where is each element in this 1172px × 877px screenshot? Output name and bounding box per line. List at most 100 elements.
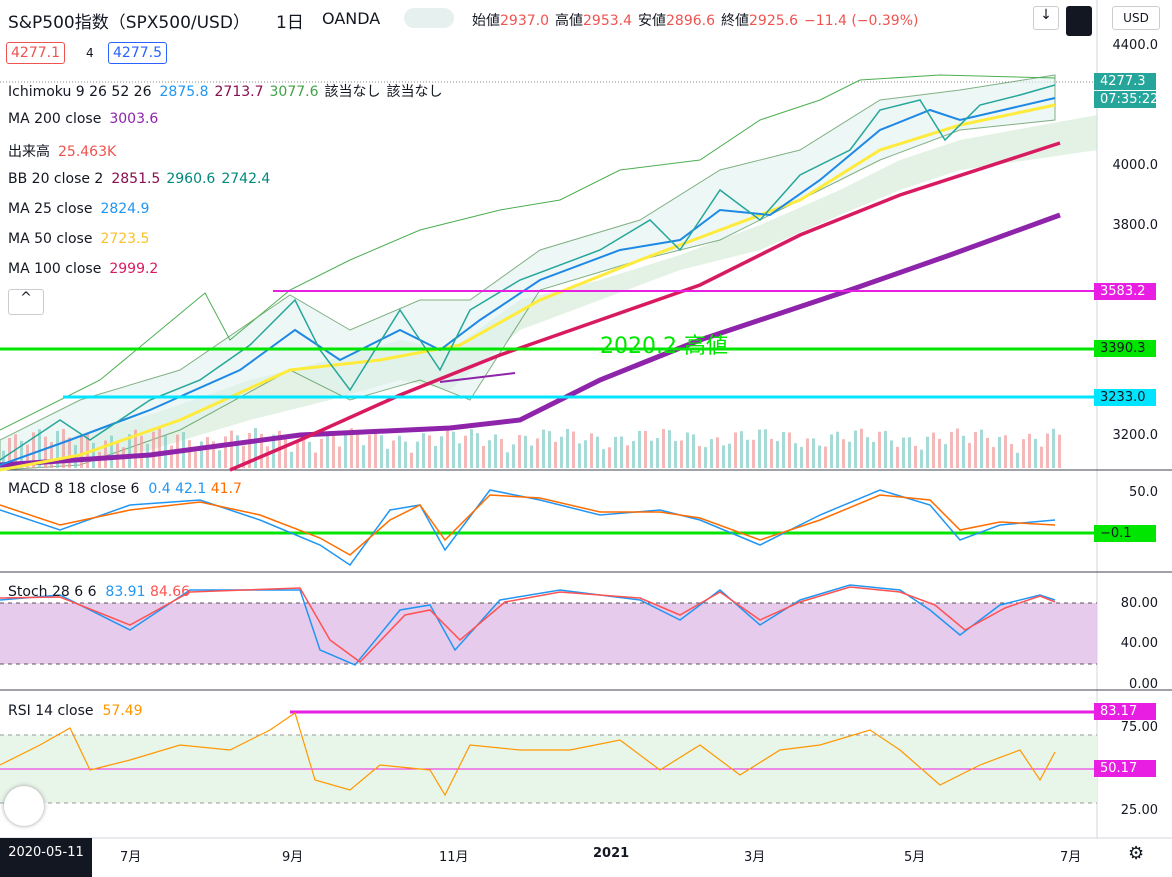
volume-bar [866,437,869,468]
volume-bar [128,434,131,468]
indicator-name: MA 25 close [8,201,93,217]
stoch-legend: Stoch 28 6 6 83.91 84.66 [8,584,190,600]
volume-bar [638,430,641,468]
logo-button[interactable] [4,786,44,826]
volume-bar [998,436,1001,468]
volume-bar [68,437,71,468]
time-label: 5月 [904,850,926,865]
change: −11.4 (−0.39%) [804,13,919,29]
volume-bar [578,443,581,468]
volume-bar [242,445,245,468]
volume-bar [218,450,221,468]
volume-bar [92,442,95,468]
time-label: 11月 [439,850,469,865]
volume-bar [794,443,797,468]
volume-bar [830,434,833,468]
volume-bar [818,445,821,468]
settings-button[interactable]: ⚙ [1128,843,1145,864]
rsi-level-tag: 83.17 [1094,703,1156,720]
indicator-value: 該当なし [324,84,381,100]
volume-bar [392,440,395,468]
volume-bar [320,438,323,468]
volume-bar [230,430,233,468]
volume-bar [110,435,113,468]
status-toggle[interactable] [404,8,454,28]
macd-tick: 50.0 [1129,485,1158,500]
volume-bar [656,438,659,468]
bid[interactable]: 4277.1 [6,42,65,64]
currency-button[interactable]: USD [1112,6,1160,30]
volume-bar [974,431,977,468]
price-tick: 3200.0 [1112,428,1159,443]
volume-bar [446,428,449,468]
rsi-value: 57.49 [102,703,143,719]
volume-bar [206,437,209,468]
volume-bar [260,433,263,468]
volume-bar [308,441,311,468]
volume-bar [674,441,677,468]
ohlc-value: 2937.0 [500,13,549,29]
volume-bar [374,429,377,468]
indicator-legend: 出来高 25.463K [8,141,122,161]
volume-bar [104,440,107,468]
level-tag: 3233.0 [1094,389,1156,406]
volume-bar [296,440,299,468]
volume-bar [1058,434,1061,468]
volume-bar [14,434,17,468]
macd-value: 42.1 [175,481,207,497]
indicator-value: 2723.5 [100,231,150,247]
volume-bar [488,440,491,468]
volume-bar [548,431,551,468]
ma-200-line [0,212,1061,468]
trend-line [439,372,516,383]
indicator-legend: MA 25 close 2824.9 [8,201,155,217]
ohlc-label: 安値 [638,13,666,29]
volume-bar [200,441,203,468]
volume-bar [644,430,647,468]
volume-bar [980,429,983,468]
volume-bar [776,441,779,468]
indicator-value: 25.463K [58,144,117,160]
volume-bar [362,445,365,468]
volume-bar [1016,452,1019,468]
countdown: 07:35:22 [1094,91,1158,108]
spread: 4 [86,46,94,60]
volume-bar [1010,444,1013,468]
volume-bar [356,432,359,468]
volume-bar [1034,438,1037,468]
indicator-name: 出来高 [8,144,50,160]
volume-bar [1004,435,1007,468]
interval[interactable]: 1日 [276,13,304,33]
macd-name: MACD 8 18 close 6 [8,481,140,497]
volume-bar [398,435,401,468]
rsi-legend: RSI 14 close 57.49 [8,703,143,719]
time-label: 3月 [744,850,766,865]
volume-bar [926,436,929,468]
symbol[interactable]: S&P500指数（SPX500/USD） [8,13,250,33]
volume-bar [512,444,515,468]
volume-bar [842,439,845,468]
annotation: 2020.2 高値 [600,334,728,359]
volume-bar [434,445,437,468]
collapse-button[interactable]: ^ [8,289,44,315]
volume-bar [704,447,707,468]
stoch-value: 84.66 [149,584,191,600]
volume-bar [602,449,605,468]
rsi-name: RSI 14 close [8,703,94,719]
ask[interactable]: 4277.5 [108,42,167,64]
volume-bar [518,434,521,468]
snapshot-button[interactable] [1066,6,1092,36]
volume-bar [914,445,917,468]
indicator-name: MA 100 close [8,261,102,277]
indicator-legend: MA 200 close 3003.6 [8,111,164,127]
volume-bar [620,436,623,468]
volume-bar [944,444,947,468]
download-button[interactable]: ↓ [1033,6,1059,30]
volume-bar [188,440,191,468]
macd-legend: MACD 8 18 close 6 0.4 42.1 41.7 [8,481,242,497]
stoch-value: 83.91 [105,584,146,600]
volume-bar [554,441,557,468]
volume-bar [416,441,419,468]
volume-bar [836,431,839,468]
